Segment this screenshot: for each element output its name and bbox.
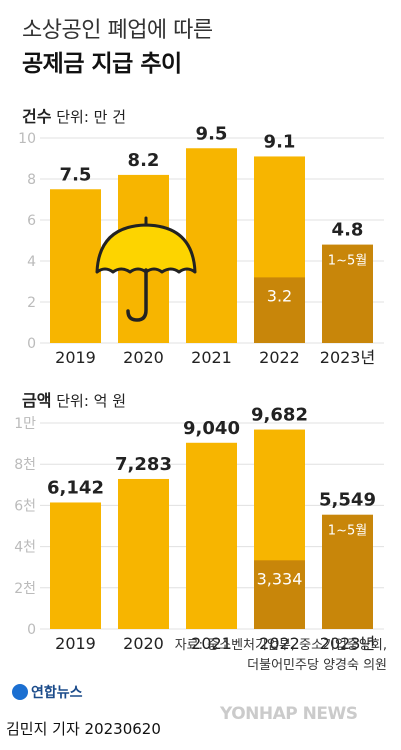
c2-category-label: 2020 — [123, 634, 164, 653]
c2-value-label: 5,549 — [319, 490, 376, 511]
c1-category-label: 2020 — [123, 348, 164, 367]
c1-bar — [50, 189, 101, 343]
c1-ytick-label: 10 — [18, 131, 36, 147]
source-line-2: 더불어민주당 양경숙 의원 — [247, 658, 387, 673]
c1-value-label: 7.5 — [60, 164, 92, 185]
c2-bar — [186, 442, 237, 629]
chart1-unit-heading: 건수 단위: 만 건 — [22, 103, 126, 127]
c1-category-label: 2022 — [259, 348, 300, 367]
c2-bar — [50, 502, 101, 629]
c2-ytick-label: 1만 — [14, 416, 36, 432]
c2-bar — [118, 478, 169, 629]
umbrella-handle — [126, 268, 148, 322]
c2-ytick-label: 8천 — [14, 457, 36, 473]
yonhap-logo-icon — [12, 684, 28, 700]
c2-bar-sub — [254, 560, 305, 629]
c2-category-label: 2023년 — [320, 634, 375, 653]
source-note: 자료: 중소벤처기업부, 중소기업중앙회, 더불어민주당 양경숙 의원 — [175, 636, 387, 676]
umbrella-canopy — [95, 223, 197, 274]
c1-sub-label: 3.2 — [267, 286, 292, 305]
chart1-unit-label: 건수 — [22, 107, 52, 126]
title-line-1: 소상공인 폐업에 따른 — [22, 18, 213, 43]
c2-ytick-label: 0 — [27, 622, 36, 638]
c2-sub-label: 3,334 — [257, 569, 303, 588]
c1-ytick-label: 6 — [27, 213, 36, 229]
c1-value-label: 9.1 — [264, 131, 296, 152]
c2-ytick-label: 6천 — [14, 498, 36, 514]
c2-value-label: 9,040 — [183, 418, 240, 439]
c1-category-label: 2021 — [191, 348, 232, 367]
c1-ytick-label: 4 — [27, 254, 36, 270]
c1-ytick-label: 2 — [27, 295, 36, 311]
c1-note-label: 1~5월 — [328, 254, 367, 269]
c1-value-label: 8.2 — [128, 150, 160, 171]
c2-value-label: 6,142 — [47, 477, 104, 498]
c2-category-label: 2022 — [259, 634, 300, 653]
logo-text: 연합뉴스 — [31, 685, 83, 701]
c2-value-label: 7,283 — [115, 454, 172, 475]
watermark: YONHAP NEWS — [220, 704, 358, 724]
c2-note-label: 1~5월 — [328, 524, 367, 539]
c1-bar-sub — [254, 277, 305, 343]
chart2-unit-heading: 금액 단위: 억 원 — [22, 387, 126, 411]
c1-ytick-label: 0 — [27, 336, 36, 352]
c1-category-label: 2023년 — [320, 348, 375, 367]
c1-value-label: 4.8 — [332, 220, 364, 241]
c2-category-label: 2019 — [55, 634, 96, 653]
chart1-unit-note: 단위: 만 건 — [56, 108, 127, 126]
c1-ytick-label: 8 — [27, 172, 36, 188]
c1-value-label: 9.5 — [196, 123, 228, 144]
byline: 김민지 기자 20230620 — [6, 720, 161, 738]
c2-bar — [322, 514, 373, 629]
c2-category-label: 2021 — [191, 634, 232, 653]
chart2-unit-note: 단위: 억 원 — [56, 392, 127, 410]
yonhap-logo: 연합뉴스 — [12, 682, 83, 702]
c2-ytick-label: 2천 — [14, 581, 36, 597]
c2-ytick-label: 4천 — [14, 540, 36, 556]
source-line-1: 자료: 중소벤처기업부, 중소기업중앙회, — [174, 638, 387, 653]
chart2-unit-label: 금액 — [22, 391, 52, 410]
c1-bar — [186, 148, 237, 343]
umbrella-icon — [95, 216, 197, 322]
c1-category-label: 2019 — [55, 348, 96, 367]
c1-bar — [322, 244, 373, 343]
c2-value-label: 9,682 — [251, 405, 308, 426]
page-title: 공제금 지급 추이 — [22, 51, 182, 77]
